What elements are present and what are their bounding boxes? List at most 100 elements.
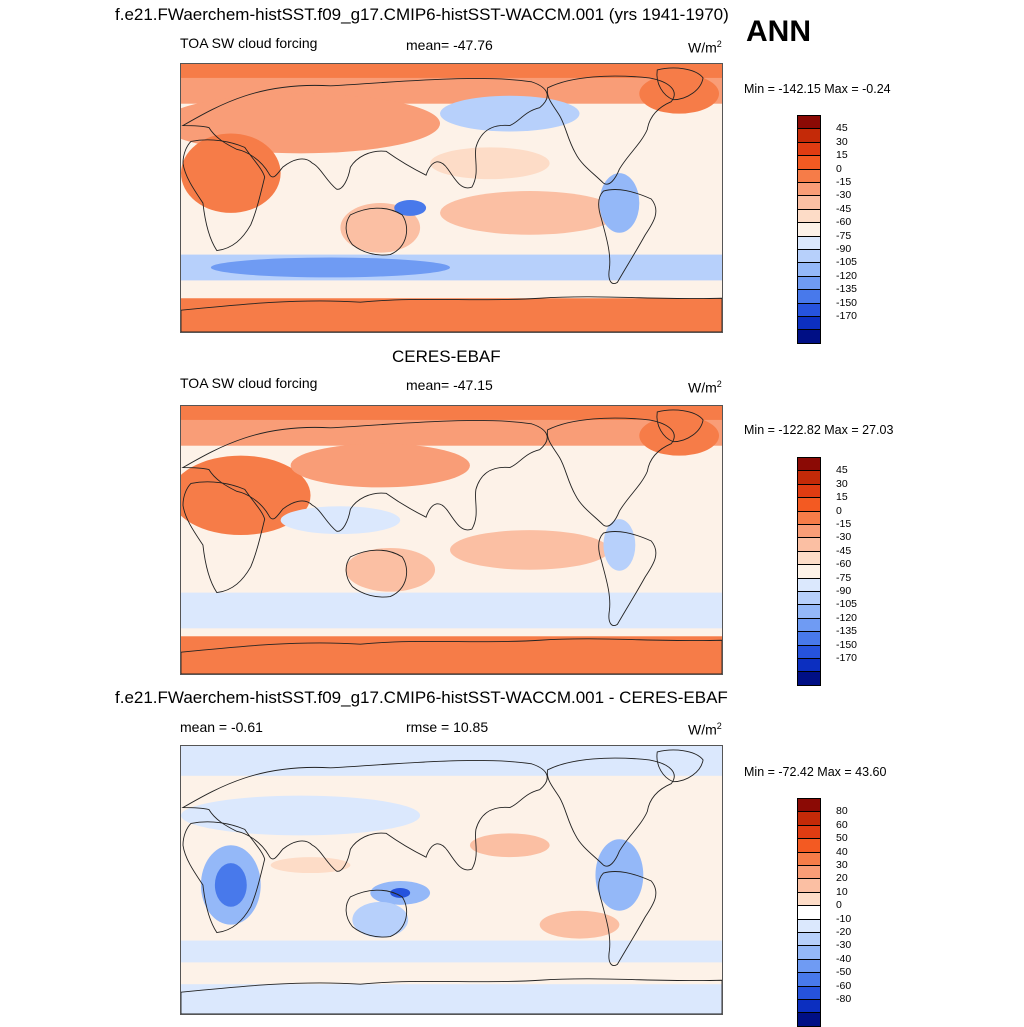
colorbar-tick-label: 30 [836,859,848,871]
colorbar-swatch [797,878,821,893]
colorbar-swatch [797,235,821,250]
colorbar-swatch [797,851,821,866]
colorbar-tick-label: -170 [836,652,858,664]
colorbar-swatch [797,524,821,539]
panel-3-colorbar [797,798,821,1027]
panel-1-units-label: W/m2 [688,39,722,56]
colorbar-tick-label: -75 [836,571,852,584]
colorbar-tick-label: -120 [836,269,858,282]
colorbar-swatch [797,262,821,277]
colorbar-tick-label: 40 [836,845,848,858]
colorbar-tick-label: 10 [836,885,848,898]
colorbar-swatch [797,591,821,606]
global-field-map-obs [181,406,722,674]
colorbar-swatch [797,838,821,853]
colorbar-tick-label: 30 [836,135,848,148]
panel-1-colorbar [797,115,821,344]
colorbar-tick-label: -60 [836,558,852,571]
colorbar-tick-label: -60 [836,216,852,229]
colorbar-swatch [797,510,821,525]
colorbar-swatch [797,128,821,143]
colorbar-tick-label: -60 [836,979,852,992]
colorbar-tick-label: -30 [836,531,852,544]
panel-2-map [180,405,723,675]
panel-2-units-label: W/m2 [688,379,722,396]
panel-1-mean-label: mean= -47.76 [406,37,493,53]
colorbar-tick-label: -15 [836,176,852,188]
colorbar-swatch [797,865,821,880]
colorbar-swatch [797,798,821,813]
global-field-map-model [181,64,722,332]
colorbar-swatch [797,302,821,317]
colorbar-tick-label: -105 [836,598,858,611]
colorbar-tick-label: -135 [836,283,858,296]
colorbar-swatch [797,182,821,197]
colorbar-swatch [797,671,821,686]
colorbar-swatch [797,658,821,673]
panel-3-mean-label: mean = -0.61 [180,719,263,735]
colorbar-tick-label: 45 [836,122,848,135]
colorbar-swatch [797,905,821,920]
colorbar-swatch [797,824,821,840]
colorbar-tick-label: -10 [836,912,852,925]
colorbar-tick-label: -30 [836,189,852,202]
colorbar-tick-label: 15 [836,491,848,504]
panel-1-variable-label: TOA SW cloud forcing [180,35,318,51]
colorbar-tick-label: -150 [836,638,858,651]
colorbar-tick-label: -75 [836,229,852,242]
colorbar-swatch [797,316,821,331]
colorbar-tick-label: -45 [836,202,852,215]
colorbar-tick-label: -90 [836,243,852,255]
colorbar-tick-label: 45 [836,464,848,477]
colorbar-tick-label: -90 [836,585,852,597]
colorbar-tick-label: -170 [836,310,858,322]
colorbar-tick-label: -80 [836,993,852,1005]
colorbar-swatch [797,155,821,170]
colorbar-swatch [797,891,821,907]
colorbar-swatch [797,972,821,987]
colorbar-tick-label: -120 [836,611,858,624]
colorbar-tick-label: -15 [836,518,852,530]
panel-3-rmse-label: rmse = 10.85 [406,719,489,735]
colorbar-swatch [797,497,821,512]
colorbar-swatch [797,249,821,264]
colorbar-tick-label: 15 [836,149,848,162]
panel-3-map [180,745,723,1015]
global-difference-map [181,746,722,1014]
colorbar-tick-label: 30 [836,477,848,490]
colorbar-swatch [797,1012,821,1027]
colorbar-swatch [797,550,821,566]
colorbar-swatch [797,604,821,619]
colorbar-swatch [797,457,821,472]
colorbar-swatch [797,275,821,291]
colorbar-swatch [797,644,821,659]
panel-2-variable-label: TOA SW cloud forcing [180,375,318,391]
colorbar-swatch [797,617,821,633]
panel-2-mean-label: mean= -47.15 [406,377,493,393]
colorbar-swatch [797,222,821,237]
colorbar-tick-label: -30 [836,939,852,952]
colorbar-swatch [797,999,821,1014]
colorbar-swatch [797,289,821,304]
panel-3-units-label: W/m2 [688,721,722,738]
colorbar-swatch [797,918,821,933]
colorbar-tick-label: 20 [836,872,848,885]
colorbar-swatch [797,985,821,1000]
colorbar-swatch [797,208,821,224]
colorbar-swatch [797,115,821,130]
colorbar-swatch [797,958,821,974]
colorbar-tick-label: -150 [836,296,858,309]
panel-2-colorbar [797,457,821,686]
colorbar-tick-label: -40 [836,952,852,965]
colorbar-swatch [797,564,821,579]
colorbar-swatch [797,945,821,960]
colorbar-tick-label: 0 [836,899,842,912]
colorbar-swatch [797,537,821,552]
colorbar-tick-label: 0 [836,162,842,175]
panel-2-minmax: Min = -122.82 Max = 27.03 [744,423,894,437]
colorbar-swatch [797,631,821,646]
colorbar-tick-label: -45 [836,544,852,557]
colorbar-tick-label: -50 [836,966,852,979]
colorbar-swatch [797,329,821,344]
colorbar-swatch [797,195,821,210]
